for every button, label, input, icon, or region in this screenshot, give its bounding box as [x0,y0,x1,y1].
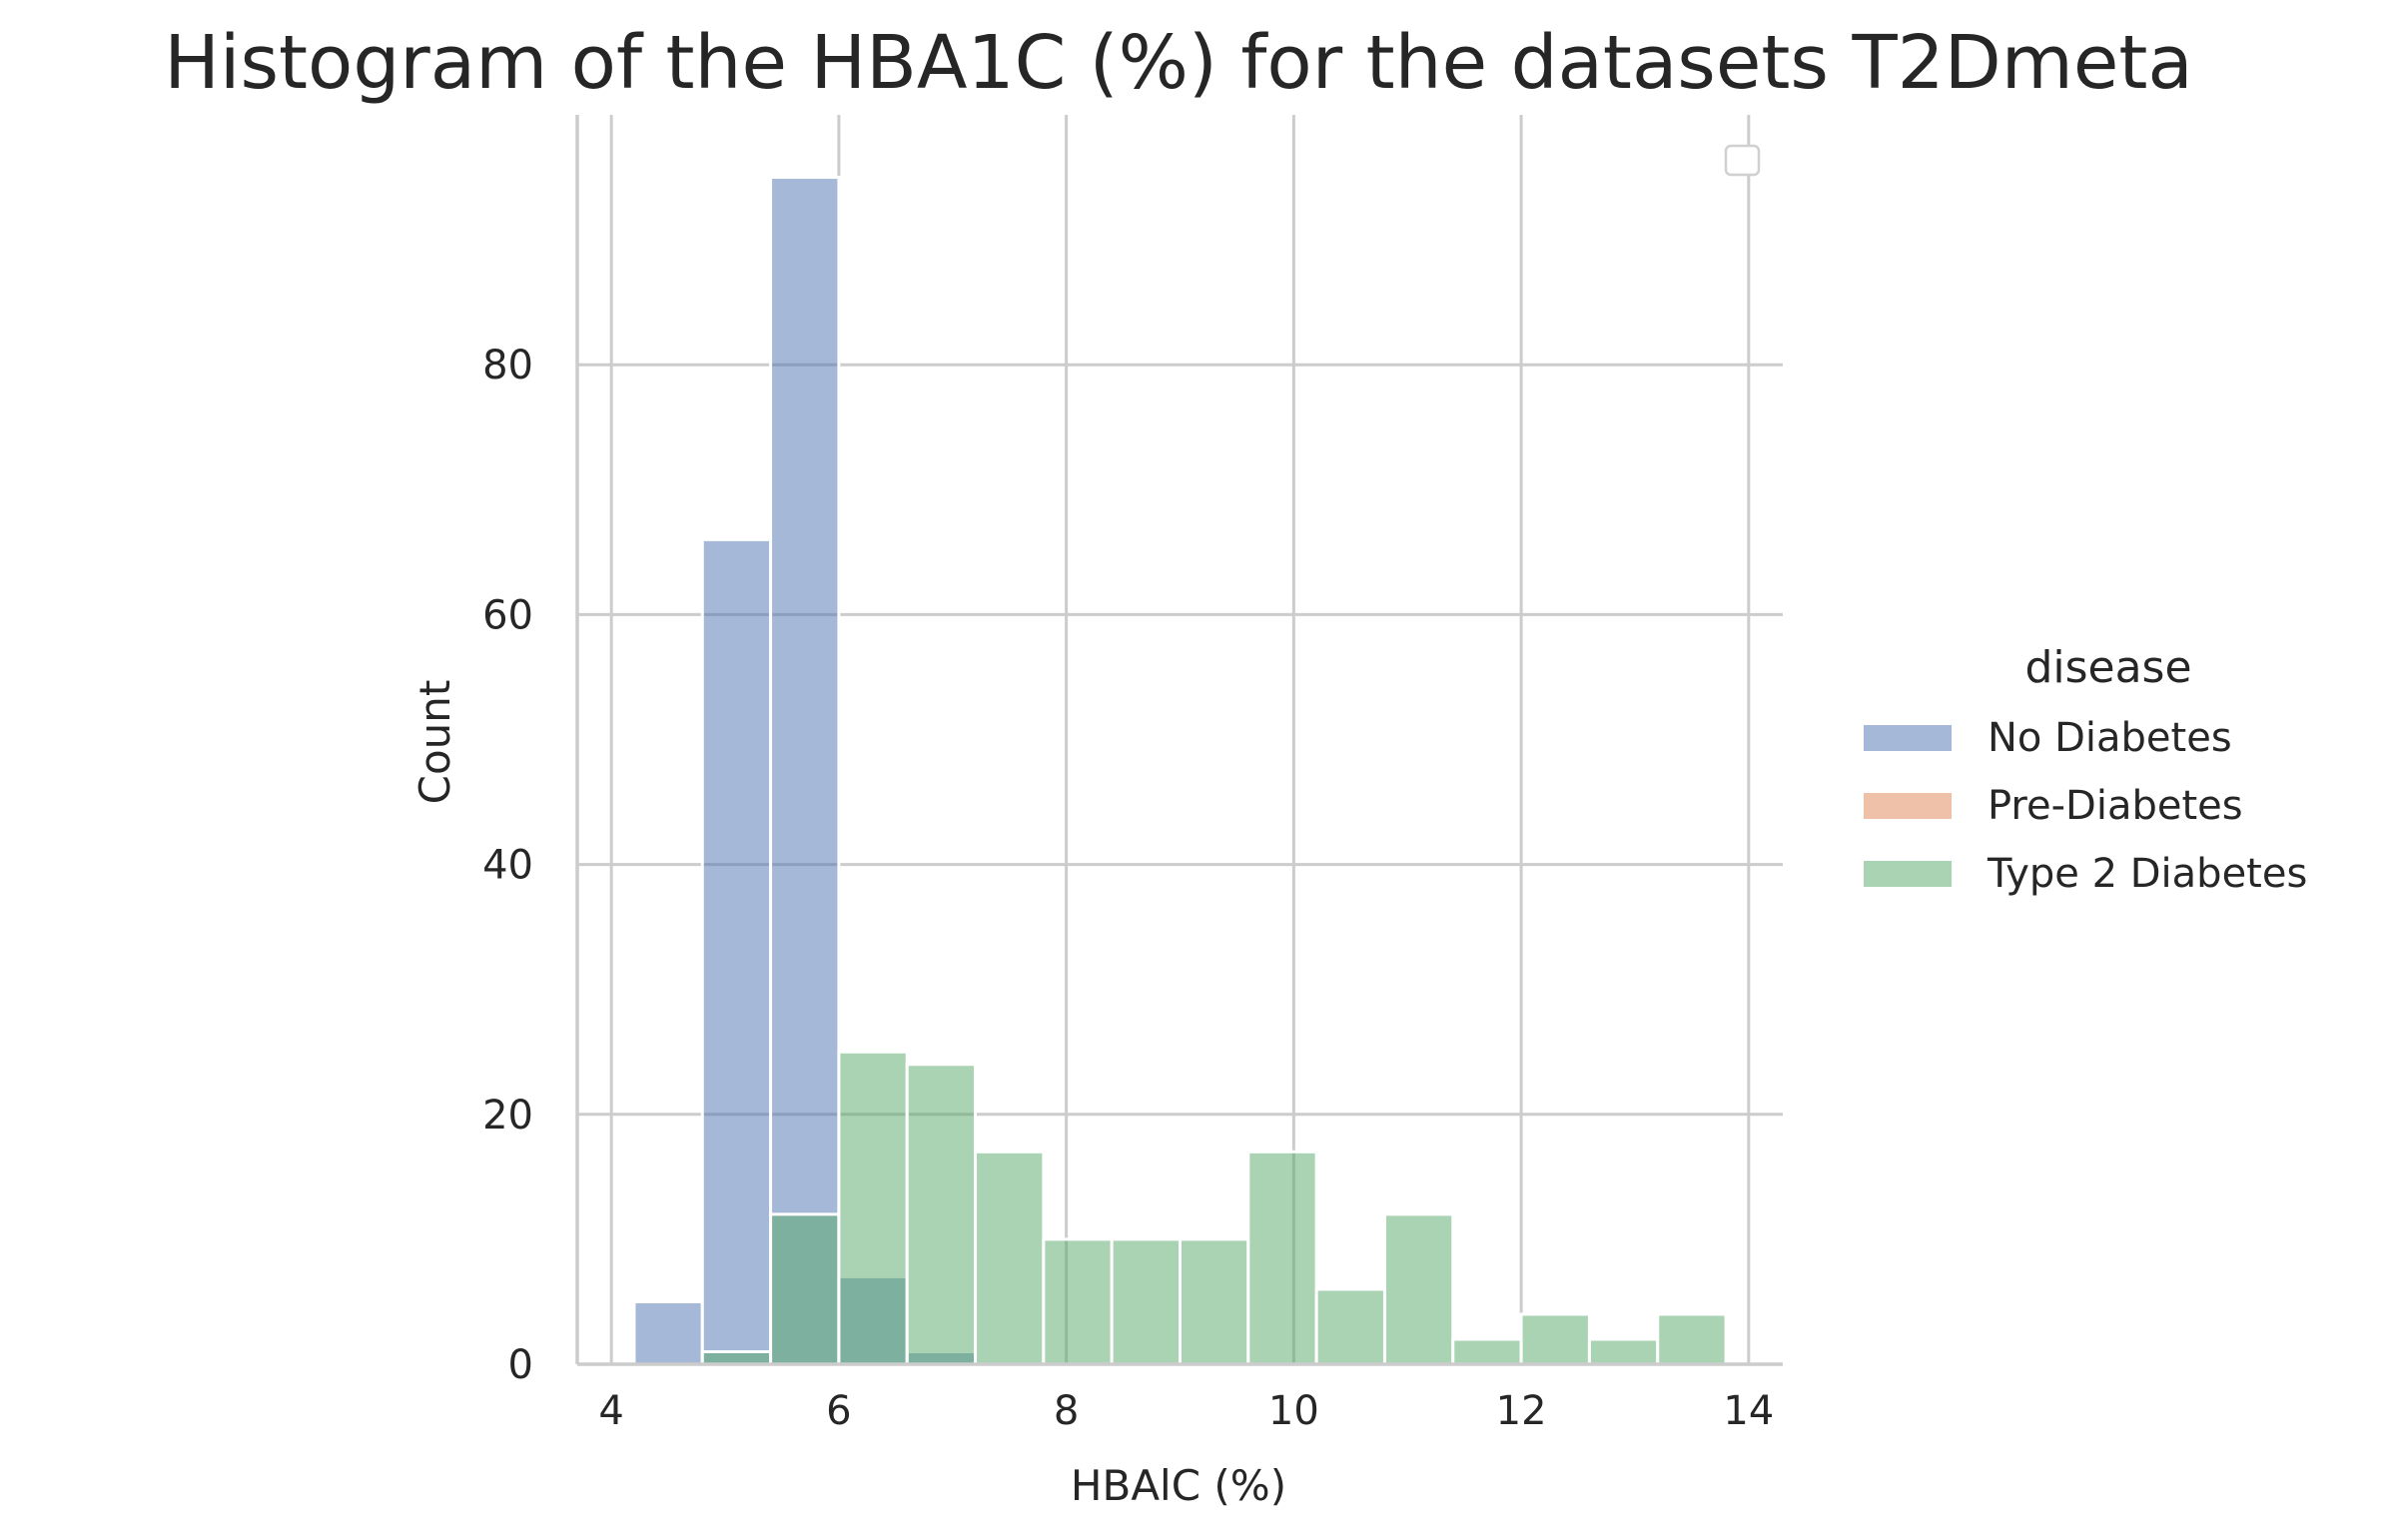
chart-title: Histogram of the HBA1C (%) for the datas… [164,20,2192,106]
legend-swatch [1864,725,1952,751]
y-axis-label: Count [410,680,459,805]
empty-legend-box [1724,144,1761,177]
histogram-bar [1587,1337,1660,1366]
x-tick-label: 8 [1054,1388,1079,1434]
histogram-bar [632,1299,704,1366]
bars-layer [632,176,1728,1366]
histogram-bar [1656,1312,1728,1366]
y-tick-label: 20 [482,1093,533,1139]
x-tick-label: 14 [1723,1388,1774,1434]
histogram-bar [974,1150,1046,1366]
x-tick-label: 10 [1268,1388,1319,1434]
legend-swatch [1864,793,1952,819]
legend-label: No Diabetes [1988,715,2232,761]
x-tick-label: 4 [598,1388,623,1434]
histogram-bar [700,1349,773,1366]
histogram-bar [1042,1237,1114,1366]
y-tick-label: 40 [482,843,533,889]
legend: disease No Diabetes Pre-Diabetes Type 2 Di… [1864,642,2307,897]
histogram-bar [1519,1312,1591,1366]
y-tick-label: 60 [482,592,533,638]
legend-title: disease [2024,642,2191,693]
y-tick-label: 0 [508,1342,533,1388]
histogram-bar [700,537,773,1366]
histogram-bar [1314,1287,1386,1366]
y-tick-label: 80 [482,343,533,388]
x-tick-label: 12 [1496,1388,1547,1434]
histogram-bar [1179,1237,1250,1366]
histogram-bar [1382,1212,1455,1366]
histogram-bar [1246,1150,1318,1366]
histogram-bar [1110,1237,1182,1366]
histogram-bar [1451,1337,1523,1366]
axes-layer [575,115,1783,1366]
histogram-bar [837,1050,909,1366]
histogram-bar [905,1063,978,1366]
histogram-bar [769,1212,841,1366]
histogram-bar [769,176,841,1366]
legend-swatch [1864,861,1952,887]
x-axis-label: HBAlC (%) [1071,1461,1286,1510]
ticks-layer: 4 6 8 10 12 14 0 20 40 60 80 [482,343,1774,1434]
legend-label: Pre-Diabetes [1988,783,2243,829]
legend-items: No Diabetes Pre-Diabetes Type 2 Diabetes [1864,715,2307,897]
x-tick-label: 6 [826,1388,851,1434]
legend-label: Type 2 Diabetes [1987,851,2307,897]
